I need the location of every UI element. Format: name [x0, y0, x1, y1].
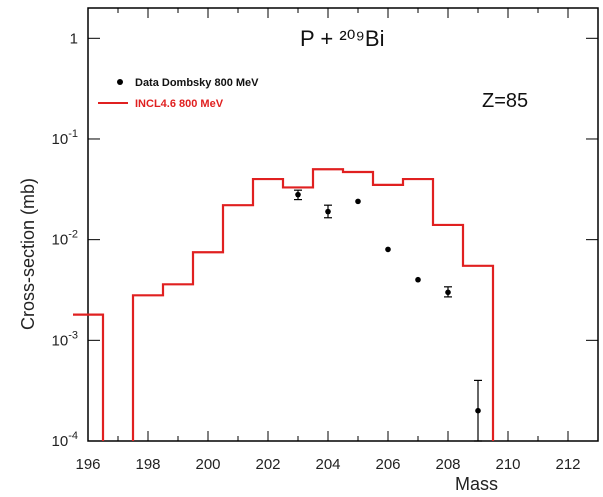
ticks-layer: 196 198 200 202 204 206 208 210 212 1 10-1 10-2 10-3…	[52, 8, 598, 473]
data-point	[445, 289, 451, 296]
data-point	[475, 407, 481, 414]
y-axis-title: Cross-section (mb)	[18, 178, 38, 330]
y-tick-label: 10-1	[52, 128, 78, 148]
model-step-line	[73, 168, 495, 441]
x-tick-label: 210	[495, 456, 520, 473]
x-tick-label: 198	[135, 456, 160, 473]
data-point	[355, 198, 361, 205]
x-tick-label: 208	[435, 456, 460, 473]
x-tick-label: 200	[195, 456, 220, 473]
legend-label-model: INCL4.6 800 MeV	[135, 98, 224, 110]
z-annotation: Z=85	[482, 90, 528, 112]
legend-marker-data	[117, 79, 123, 85]
x-axis-title: Mass	[455, 474, 498, 494]
plot-frame	[87, 7, 599, 442]
chart-title: P + ²⁰⁹Bi	[300, 26, 384, 51]
legend: Data Dombsky 800 MeV INCL4.6 800 MeV	[98, 77, 259, 110]
x-tick-label: 204	[315, 456, 340, 473]
data-point	[385, 246, 391, 253]
y-tick-label: 10-4	[52, 430, 78, 450]
y-tick-label: 10-2	[52, 229, 78, 249]
y-tick-label: 1	[70, 30, 78, 47]
series-layer	[73, 168, 495, 442]
x-tick-label: 212	[555, 456, 580, 473]
data-point	[295, 191, 301, 198]
y-tick-label: 10-3	[52, 329, 78, 349]
x-tick-label: 206	[375, 456, 400, 473]
x-tick-label: 196	[75, 456, 100, 473]
x-tick-label: 202	[255, 456, 280, 473]
data-point	[325, 208, 331, 215]
legend-label-data: Data Dombsky 800 MeV	[135, 77, 259, 89]
data-point	[415, 276, 421, 283]
